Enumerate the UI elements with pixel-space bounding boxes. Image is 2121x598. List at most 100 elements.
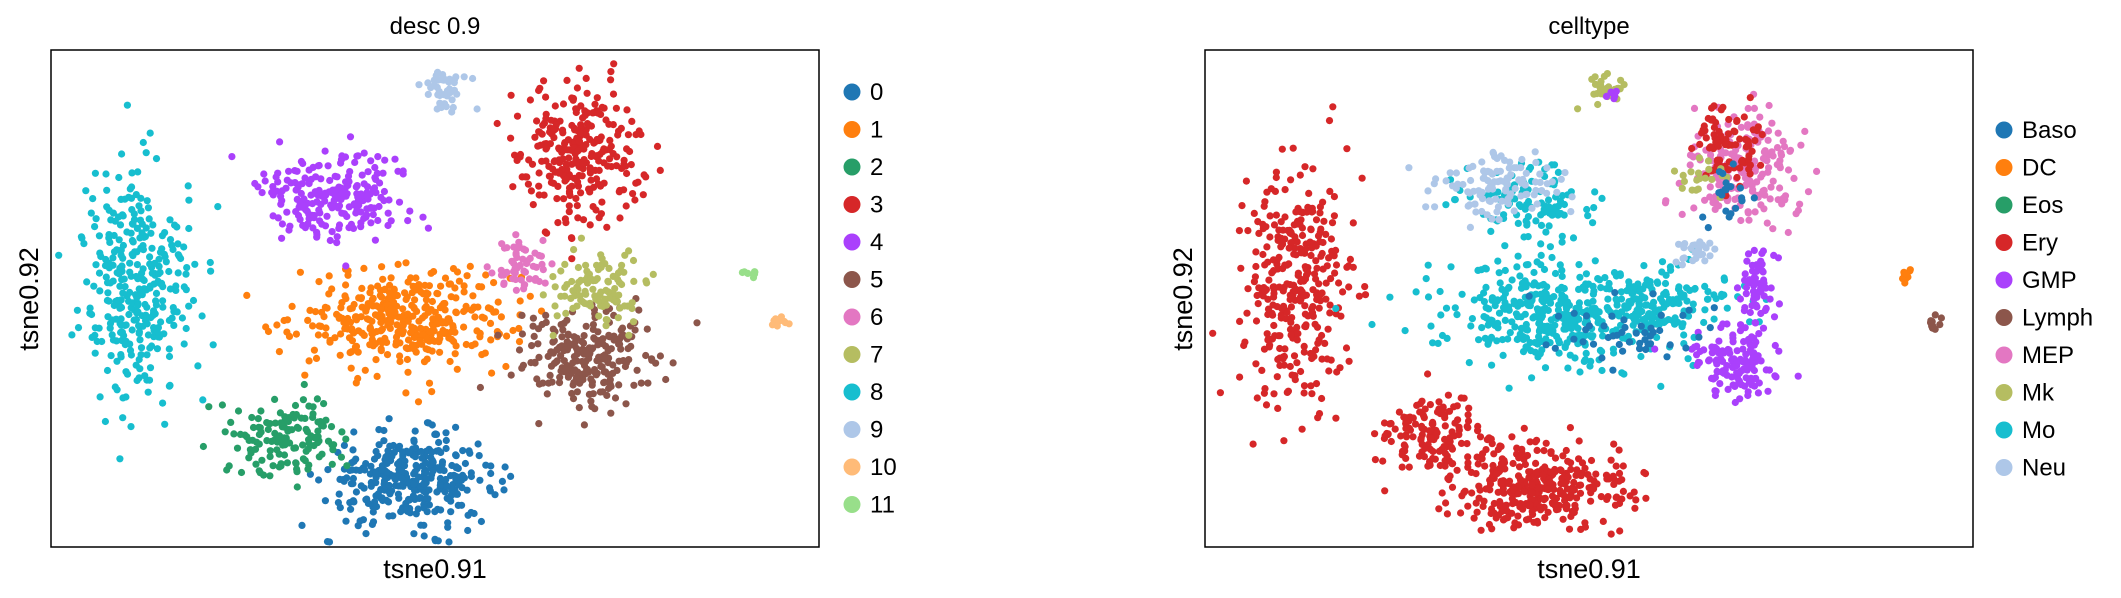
data-point-0 <box>380 437 388 445</box>
data-point-8 <box>166 236 175 244</box>
data-point-ery <box>1446 472 1454 480</box>
data-point-mo <box>1514 313 1522 321</box>
data-point-mo <box>1474 266 1482 274</box>
data-point-8 <box>87 209 95 217</box>
data-point-7 <box>581 299 589 307</box>
data-point-baso <box>1554 312 1563 320</box>
data-point-4 <box>357 219 365 227</box>
data-point-neu <box>1484 167 1492 175</box>
data-point-5 <box>580 421 589 429</box>
data-point-1 <box>358 284 366 292</box>
data-point-mo <box>1540 265 1549 274</box>
data-point-ery <box>1266 341 1274 349</box>
data-point-3 <box>582 131 590 139</box>
data-point-mo <box>1661 279 1670 288</box>
data-point-baso <box>1551 344 1559 352</box>
data-point-mo <box>1546 243 1554 251</box>
data-point-0 <box>382 453 390 461</box>
data-point-6 <box>521 268 530 276</box>
data-point-5 <box>573 388 582 396</box>
data-point-gmp <box>1729 338 1737 346</box>
data-point-9 <box>427 84 435 92</box>
data-point-8 <box>143 351 151 359</box>
data-point-0 <box>498 477 506 485</box>
data-point-2 <box>249 423 258 432</box>
data-point-neu <box>1531 148 1539 156</box>
data-point-ery <box>1262 223 1270 231</box>
data-point-8 <box>88 333 96 341</box>
data-point-ery <box>1297 367 1305 376</box>
data-point-ery <box>1724 130 1733 138</box>
data-point-mo <box>1584 299 1593 307</box>
data-point-1 <box>372 356 380 364</box>
data-point-gmp <box>1757 284 1765 292</box>
data-point-ery <box>1547 468 1555 476</box>
data-point-8 <box>155 270 163 278</box>
legend-item: Mk <box>1995 380 2055 407</box>
data-point-ery <box>1425 427 1434 435</box>
data-point-ery <box>1426 401 1434 409</box>
data-point-1 <box>404 368 412 376</box>
data-point-mo <box>1498 336 1507 344</box>
legend-marker <box>843 121 861 138</box>
data-point-ery <box>1736 164 1744 172</box>
data-point-1 <box>354 374 362 383</box>
data-point-7 <box>570 246 578 254</box>
data-point-ery <box>1326 309 1334 317</box>
legend-label: Mk <box>2022 380 2055 407</box>
data-point-8 <box>180 340 188 348</box>
data-point-mo <box>1501 242 1509 250</box>
data-point-1 <box>503 332 511 340</box>
data-point-ery <box>1398 451 1406 459</box>
data-point-mo <box>1519 348 1528 356</box>
data-point-mo <box>1586 362 1594 370</box>
data-point-mo <box>1574 324 1582 332</box>
data-point-neu <box>1472 208 1480 216</box>
data-point-2 <box>280 434 289 442</box>
data-point-ery <box>1315 280 1323 288</box>
data-point-0 <box>435 447 443 455</box>
data-point-7 <box>614 314 622 322</box>
data-point-mep <box>1745 216 1753 224</box>
data-point-neu <box>1484 185 1493 193</box>
data-point-ery <box>1428 420 1436 428</box>
data-point-mep <box>1732 146 1740 154</box>
data-point-5 <box>643 325 651 333</box>
data-point-1 <box>460 282 468 290</box>
data-point-4 <box>399 170 407 178</box>
data-point-5 <box>633 366 641 374</box>
data-point-7 <box>589 285 597 293</box>
data-point-0 <box>466 449 474 457</box>
data-point-ery <box>1473 508 1481 516</box>
data-point-0 <box>406 509 414 517</box>
data-point-ery <box>1330 193 1338 201</box>
data-point-dc <box>1906 266 1914 274</box>
data-point-mo <box>1632 295 1640 303</box>
data-point-mo <box>1480 313 1488 321</box>
data-point-mo <box>1540 280 1548 289</box>
data-point-mep <box>1756 113 1764 121</box>
data-point-ery <box>1270 267 1278 275</box>
data-point-ery <box>1397 432 1405 440</box>
data-point-8 <box>103 366 112 375</box>
data-point-2 <box>237 468 246 477</box>
data-point-5 <box>662 375 670 384</box>
data-point-8 <box>117 353 125 361</box>
data-point-3 <box>592 175 601 183</box>
data-point-1 <box>488 369 496 377</box>
data-point-0 <box>405 496 413 504</box>
data-point-ery <box>1249 440 1257 448</box>
data-point-mo <box>1582 270 1590 278</box>
data-point-1 <box>350 300 358 309</box>
data-point-neu <box>1483 211 1491 219</box>
data-point-ery <box>1604 493 1612 501</box>
data-point-1 <box>429 315 437 323</box>
data-point-ery <box>1590 477 1598 485</box>
data-point-ery <box>1561 480 1569 488</box>
data-point-ery <box>1464 417 1473 425</box>
data-point-0 <box>436 481 444 489</box>
data-point-8 <box>144 204 152 212</box>
data-point-4 <box>358 171 366 179</box>
data-point-ery <box>1264 258 1272 266</box>
data-point-ery <box>1497 442 1505 451</box>
